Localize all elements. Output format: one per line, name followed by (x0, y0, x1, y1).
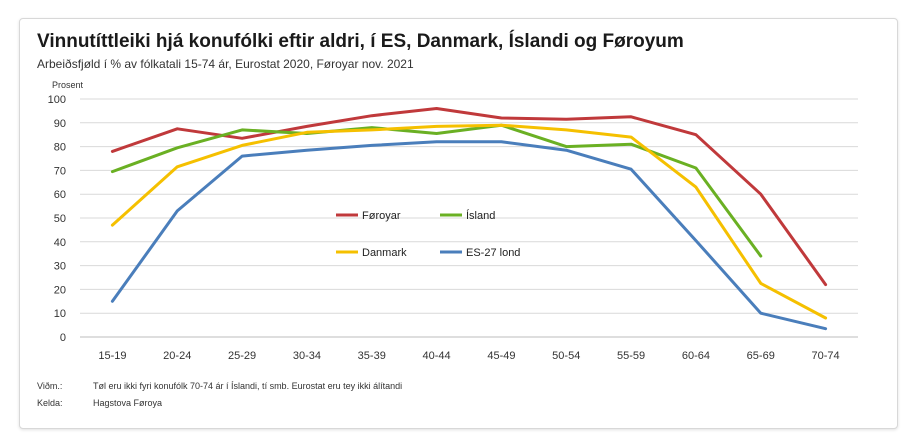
x-tick-label: 55-59 (617, 350, 645, 362)
series-line (110, 140, 828, 331)
gridlines (80, 98, 858, 338)
legend-label: Ísland (466, 209, 495, 222)
source-note: Kelda: Hagstova Føroya (37, 398, 162, 408)
source-key: Kelda: (37, 398, 63, 408)
y-tick-label: 30 (54, 261, 66, 273)
y-tick-label: 70 (54, 165, 66, 177)
source-text: Hagstova Føroya (93, 398, 163, 408)
y-tick-label: 20 (54, 284, 66, 296)
series-line (110, 123, 763, 258)
series-lines (110, 107, 828, 331)
y-tick-label: 80 (54, 142, 66, 154)
y-axis-label: Prosent (52, 80, 84, 90)
footnote-key: Viðm.: (37, 381, 63, 391)
y-tick-label: 0 (60, 332, 66, 344)
chart-title: Vinnutíttleiki hjá konufólki eftir aldri… (37, 31, 684, 52)
y-tick-label: 10 (54, 308, 66, 320)
y-tick-label: 100 (48, 94, 66, 106)
x-tick-label: 35-39 (358, 350, 386, 362)
y-tick-label: 50 (54, 213, 66, 225)
x-tick-label: 25-29 (228, 350, 256, 362)
x-tick-label: 30-34 (293, 350, 321, 362)
legend-label: ES-27 lond (466, 247, 520, 259)
x-tick-label: 60-64 (682, 350, 710, 362)
footnote: Viðm.: Tøl eru ikki fyri konufólk 70-74 á… (37, 381, 402, 391)
x-tick-label: 65-69 (747, 350, 775, 362)
y-tick-label: 40 (54, 237, 66, 249)
legend: Føroyar Ísland Danmark ES-27 lond (336, 209, 520, 259)
chart-subtitle: Arbeiðsfjøld í % av fólkatali 15-74 ár, … (37, 57, 414, 71)
x-tick-label: 40-44 (423, 350, 451, 362)
x-tick-label: 70-74 (812, 350, 840, 362)
x-tick-label: 50-54 (552, 350, 580, 362)
y-tick-label: 90 (54, 118, 66, 130)
footnote-text: Tøl eru ikki fyri konufólk 70-74 ár í Ís… (93, 381, 403, 391)
y-tick-labels: 0 10 20 30 40 50 60 70 80 90 100 (48, 94, 66, 344)
x-tick-label: 15-19 (98, 350, 126, 362)
series-line (110, 107, 828, 287)
chart-card (19, 18, 898, 429)
x-tick-labels: 15-19 20-24 25-29 30-34 35-39 40-44 45-49 50-54… (98, 350, 839, 362)
x-tick-label: 20-24 (163, 350, 191, 362)
legend-label: Føroyar (362, 210, 401, 222)
x-tick-label: 45-49 (487, 350, 515, 362)
legend-label: Danmark (362, 247, 407, 259)
y-tick-label: 60 (54, 189, 66, 201)
series-line (110, 123, 828, 320)
